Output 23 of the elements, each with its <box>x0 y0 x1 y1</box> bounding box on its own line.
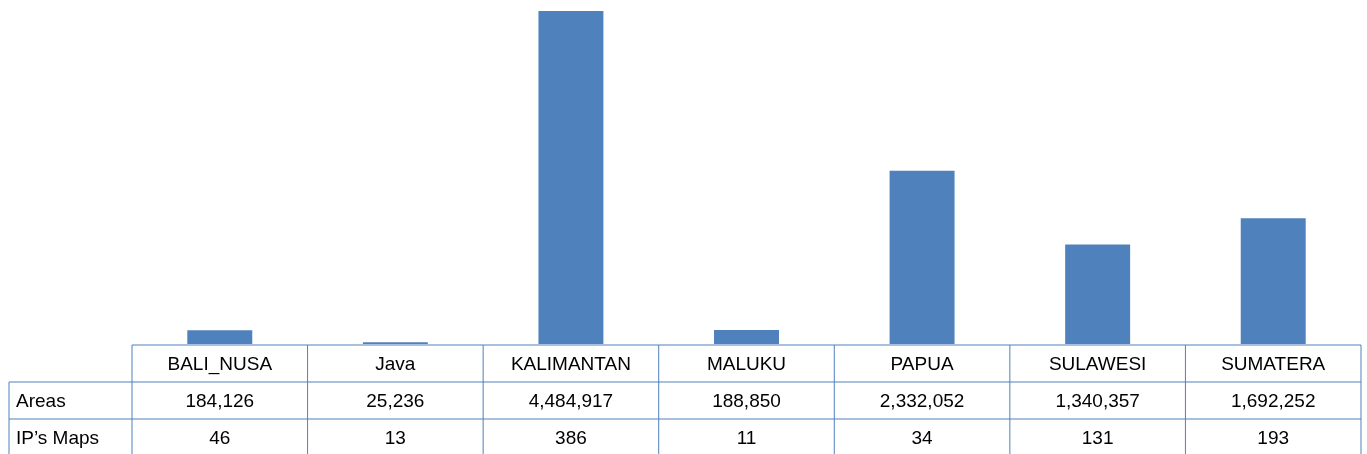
data-label: 386 <box>555 426 587 448</box>
data-label: 25,236 <box>366 389 425 411</box>
x-tick-label: PAPUA <box>890 352 954 374</box>
data-label: 188,850 <box>712 389 781 411</box>
x-tick-label: Java <box>375 352 416 374</box>
data-label: 11 <box>736 426 757 448</box>
data-label: 13 <box>384 426 406 448</box>
x-tick-label: SULAWESI <box>1048 352 1147 374</box>
x-tick-label: MALUKU <box>706 352 787 374</box>
text: IP’s Maps <box>16 426 100 448</box>
data-label: 1,692,252 <box>1230 389 1316 411</box>
data-label: 1,340,357 <box>1055 389 1140 411</box>
data-label: 131 <box>1081 426 1114 448</box>
x-tick-label: BALI_NUSA <box>167 352 273 375</box>
x-tick-label: KALIMANTAN <box>510 352 631 374</box>
data-label: 184,126 <box>185 389 255 411</box>
data-label: 2,332,052 <box>879 389 965 411</box>
data-label: 193 <box>1257 426 1290 448</box>
data-label: 4,484,917 <box>528 389 614 411</box>
data-label: 46 <box>209 426 231 448</box>
x-tick-label: SUMATERA <box>1221 352 1326 374</box>
data-label: 34 <box>911 426 934 448</box>
text: Areas <box>16 389 66 411</box>
